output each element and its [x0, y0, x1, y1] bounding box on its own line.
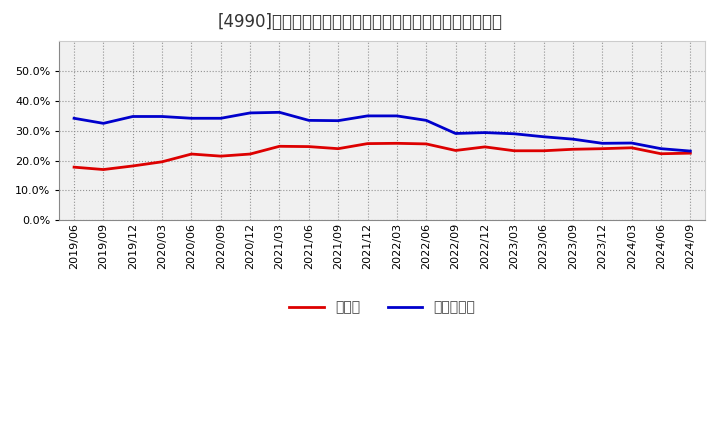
有利子負債 — [363, 113, 372, 118]
Text: [4990]　現頲金、有利子負債の総資産に対する比率の推移: [4990] 現頲金、有利子負債の総資産に対する比率の推移 — [217, 13, 503, 31]
現頲金 — [686, 150, 695, 156]
有利子負債 — [334, 118, 343, 123]
現頲金 — [246, 151, 254, 157]
有利子負債 — [510, 131, 518, 136]
現頲金 — [363, 141, 372, 146]
現頲金 — [657, 151, 665, 156]
現頲金 — [392, 141, 401, 146]
現頲金 — [627, 145, 636, 150]
現頲金 — [305, 144, 313, 149]
現頲金 — [569, 147, 577, 152]
有利子負債 — [686, 148, 695, 154]
有利子負債 — [70, 116, 78, 121]
現頲金 — [128, 163, 137, 169]
有利子負債 — [217, 116, 225, 121]
現頲金 — [510, 148, 518, 154]
有利子負債 — [539, 134, 548, 139]
有利子負債 — [422, 118, 431, 123]
現頲金 — [480, 144, 489, 150]
有利子負債 — [569, 136, 577, 142]
現頲金 — [217, 154, 225, 159]
現頲金 — [422, 141, 431, 147]
現頲金 — [451, 148, 460, 153]
現頲金 — [539, 148, 548, 154]
有利子負債 — [305, 118, 313, 123]
有利子負債 — [598, 141, 607, 146]
現頲金 — [275, 143, 284, 149]
有利子負債 — [246, 110, 254, 116]
有利子負債 — [627, 140, 636, 146]
現頲金 — [598, 146, 607, 151]
現頲金 — [158, 159, 166, 165]
Line: 現頲金: 現頲金 — [74, 143, 690, 169]
有利子負債 — [99, 121, 108, 126]
有利子負債 — [480, 130, 489, 135]
現頲金 — [70, 165, 78, 170]
有利子負債 — [392, 113, 401, 118]
有利子負債 — [275, 110, 284, 115]
Legend: 現頲金, 有利子負債: 現頲金, 有利子負債 — [284, 295, 481, 320]
有利子負債 — [158, 114, 166, 119]
現頲金 — [187, 151, 196, 157]
有利子負債 — [657, 146, 665, 151]
現頲金 — [99, 167, 108, 172]
有利子負債 — [128, 114, 137, 119]
Line: 有利子負債: 有利子負債 — [74, 112, 690, 151]
現頲金 — [334, 146, 343, 151]
有利子負債 — [451, 131, 460, 136]
有利子負債 — [187, 116, 196, 121]
